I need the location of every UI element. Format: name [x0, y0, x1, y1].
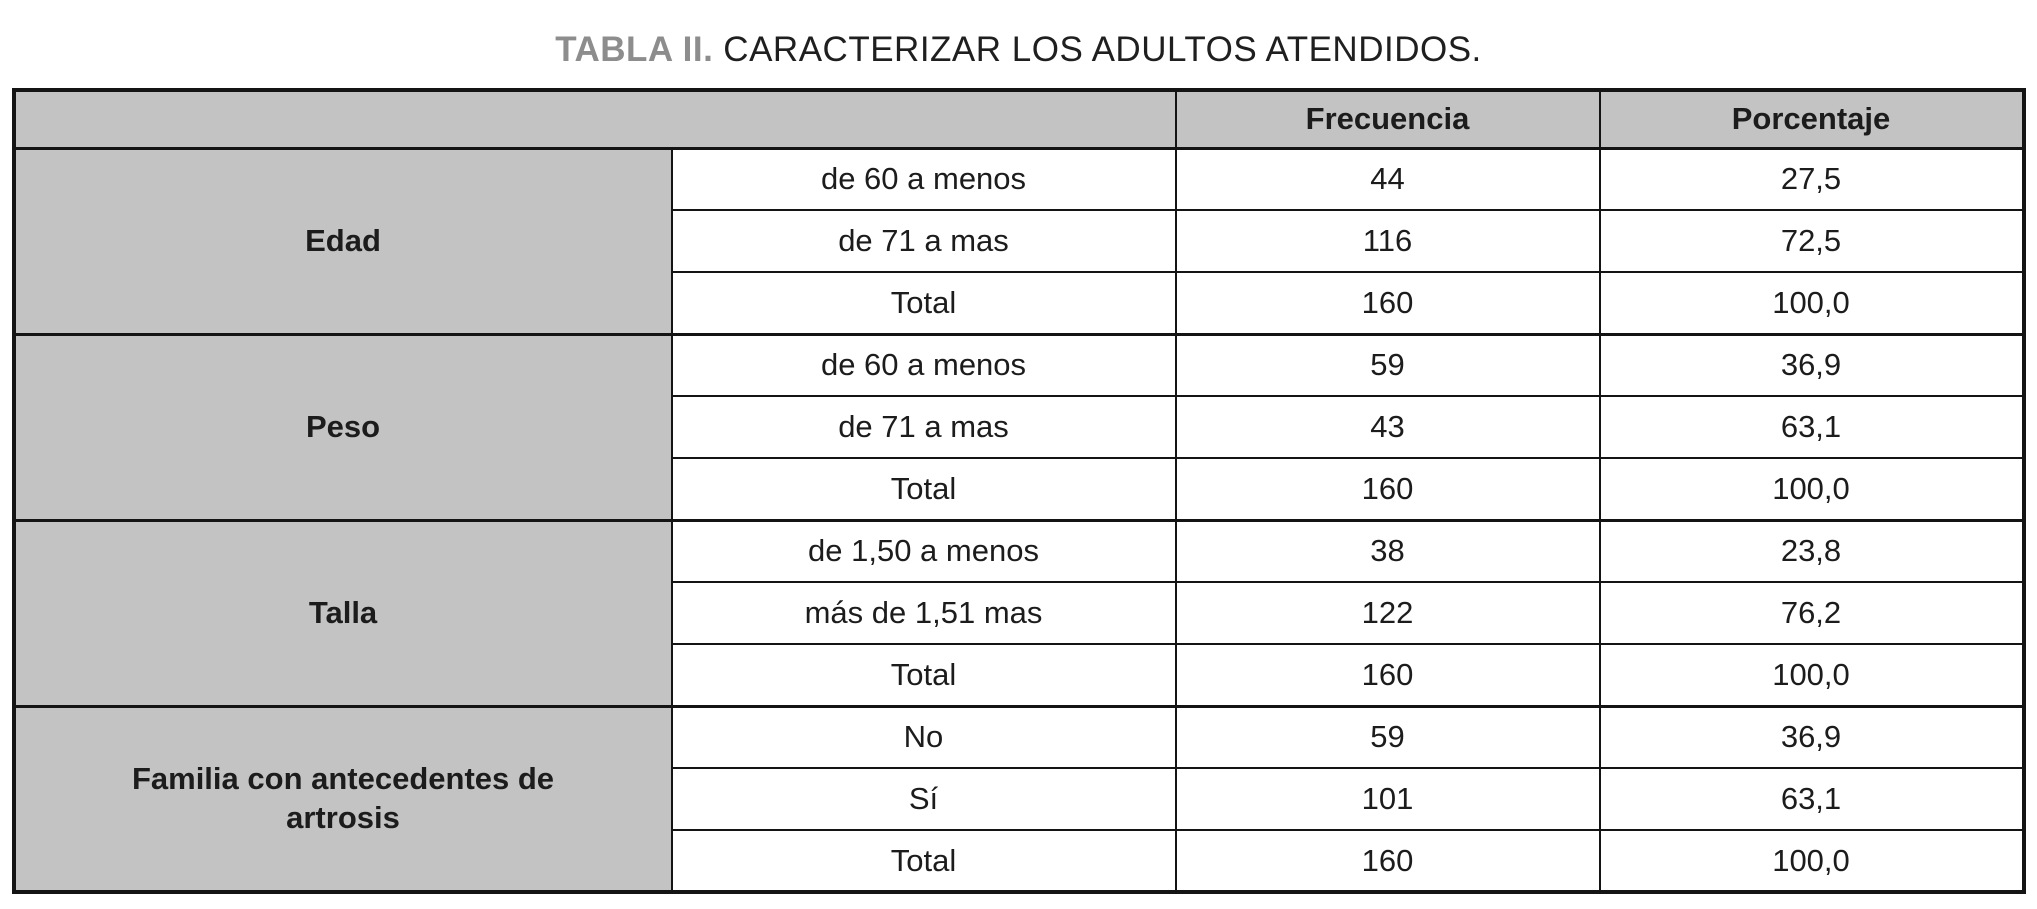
category-cell-edad: Edad [12, 146, 673, 335]
percentage-value: 100,0 [1598, 829, 2025, 893]
data-table: Frecuencia Porcentaje Edad de 60 a menos… [11, 88, 2026, 894]
row-label: Total [670, 829, 1177, 893]
header-row: Frecuencia Porcentaje [12, 89, 2025, 150]
frequency-value: 160 [1174, 271, 1601, 335]
percentage-value: 100,0 [1598, 643, 2025, 707]
table-title-accent: TABLA II. [555, 30, 714, 69]
frequency-value: 59 [1174, 332, 1601, 397]
table-row: Total 160 100,0 [14, 643, 2025, 707]
frequency-value: 43 [1174, 395, 1601, 459]
percentage-value: 23,8 [1598, 518, 2025, 583]
frequency-value: 160 [1174, 643, 1601, 707]
table-row: Sí 101 63,1 [14, 767, 2025, 831]
frequency-value: 101 [1174, 767, 1601, 831]
table-row: de 71 a mas 116 72,5 [14, 209, 2025, 273]
table-row: Total 160 100,0 [14, 271, 2025, 335]
table-row: Total 160 100,0 [14, 457, 2025, 521]
frequency-value: 38 [1174, 518, 1601, 583]
header-empty-cell [12, 89, 1177, 150]
row-label: de 71 a mas [670, 395, 1177, 459]
frequency-value: 44 [1174, 146, 1601, 211]
frequency-value: 116 [1174, 209, 1601, 273]
column-header-frecuencia: Frecuencia [1174, 89, 1601, 150]
row-label: Total [670, 643, 1177, 707]
row-label: No [670, 704, 1177, 769]
category-cell-talla: Talla [12, 518, 673, 707]
category-cell-peso: Peso [12, 332, 673, 521]
table-title-text: CARACTERIZAR LOS ADULTOS ATENDIDOS. [723, 30, 1482, 69]
table-row: Familia con antecedentes de artrosis No … [12, 704, 2025, 893]
row-label: más de 1,51 mas [670, 581, 1177, 645]
percentage-value: 63,1 [1598, 767, 2025, 831]
table-row: de 71 a mas 43 63,1 [14, 395, 2025, 459]
category-cell-familia-antecedentes: Familia con antecedentes de artrosis [12, 704, 673, 893]
row-label: de 60 a menos [670, 332, 1177, 397]
row-label: de 1,50 a menos [670, 518, 1177, 583]
row-label: Total [670, 271, 1177, 335]
frequency-value: 59 [1174, 704, 1601, 769]
percentage-value: 36,9 [1598, 332, 2025, 397]
percentage-value: 36,9 [1598, 704, 2025, 769]
percentage-value: 100,0 [1598, 457, 2025, 521]
row-label: de 71 a mas [670, 209, 1177, 273]
row-label: Total [670, 457, 1177, 521]
table-row: Edad de 60 a menos 44 27,5 [12, 146, 2025, 335]
row-label: Sí [670, 767, 1177, 831]
table-row: Peso de 60 a menos 59 36,9 [12, 332, 2025, 521]
percentage-value: 63,1 [1598, 395, 2025, 459]
column-header-porcentaje: Porcentaje [1598, 89, 2025, 150]
percentage-value: 27,5 [1598, 146, 2025, 211]
table-title: TABLA II. CARACTERIZAR LOS ADULTOS ATENDI… [0, 24, 2037, 76]
frequency-value: 160 [1174, 829, 1601, 893]
table-row: Total 160 100,0 [14, 829, 2025, 893]
row-label: de 60 a menos [670, 146, 1177, 211]
percentage-value: 100,0 [1598, 271, 2025, 335]
table-row: Talla de 1,50 a menos 38 23,8 [12, 518, 2025, 707]
percentage-value: 76,2 [1598, 581, 2025, 645]
frequency-value: 160 [1174, 457, 1601, 521]
percentage-value: 72,5 [1598, 209, 2025, 273]
frequency-value: 122 [1174, 581, 1601, 645]
table-row: más de 1,51 mas 122 76,2 [14, 581, 2025, 645]
